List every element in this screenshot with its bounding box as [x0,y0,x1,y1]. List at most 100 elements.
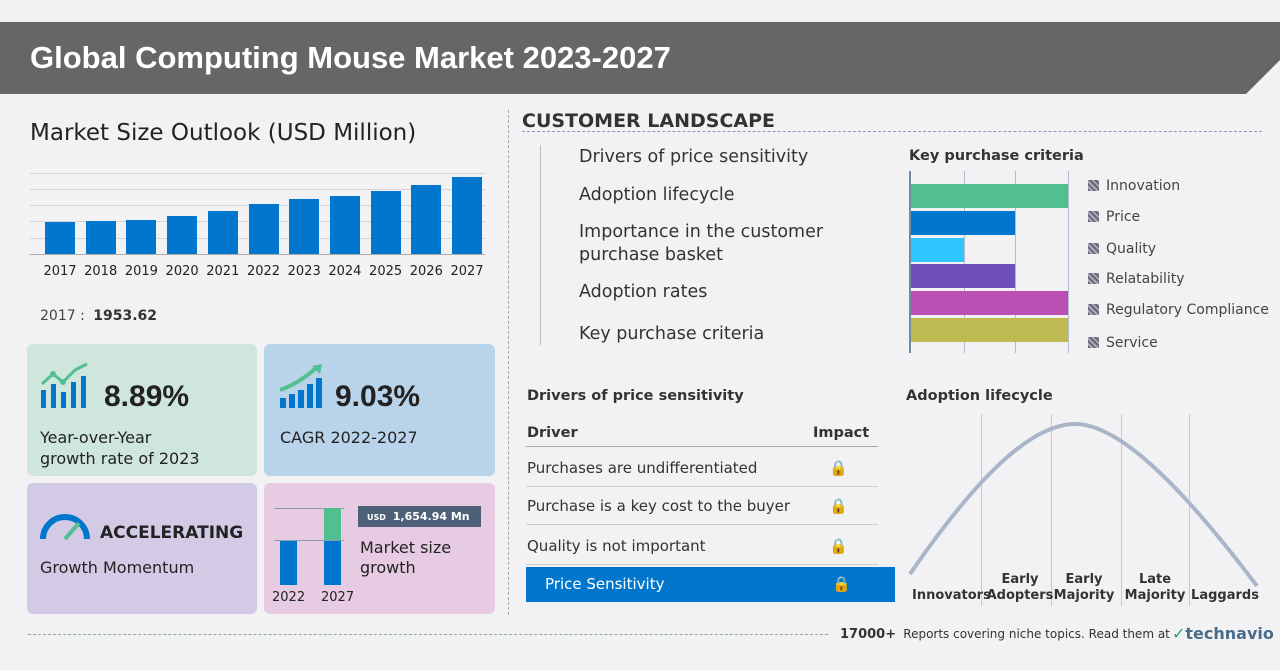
footer-rule [28,634,828,635]
col-impact: Impact [813,425,870,441]
x-tick-label: 2024 [328,264,362,279]
stage-innovators: Innovators [912,588,991,603]
lock-icon: 🔒 [829,497,848,515]
x-tick-label: 2017 [43,264,77,279]
kpc-bar-service [911,318,1068,342]
price-sensitivity-highlight: Price Sensitivity 🔒 [526,567,895,602]
topic-adoption-rates: Adoption rates [579,282,708,302]
bar-2020 [167,215,198,254]
logo-mark-icon: ✓ [1172,624,1186,643]
currency: USD [367,513,386,522]
stage-divider [1121,414,1122,606]
kpc-legend-label: Regulatory Compliance [1106,302,1269,319]
kpc-heading: Key purchase criteria [909,148,1084,164]
growth-chart-icon [40,362,88,408]
driver-text: Purchases are undifferentiated [527,459,758,477]
hatch-swatch-icon [1088,210,1099,222]
driver-text: Purchase is a key cost to the buyer [527,497,791,515]
momentum-value: ACCELERATING [100,523,244,543]
gridline [30,189,485,190]
cagr-chart-icon [279,364,322,408]
kpc-legend-item: Relatability [1088,271,1185,287]
kpc-bar-relatability [911,264,1015,289]
x-tick-label: 2026 [409,264,443,279]
drivers-header-row: Driver Impact [526,425,878,447]
drivers-heading: Drivers of price sensitivity [527,388,744,404]
page-title: Global Computing Mouse Market 2023-2027 [30,40,671,75]
bar-2025 [370,190,401,254]
topic-drivers: Drivers of price sensitivity [579,147,809,167]
growth-line-mid [274,540,344,541]
x-tick-label: 2023 [287,264,321,279]
yoy-label-1: Year-over-Year [40,428,152,447]
lock-icon: 🔒 [832,575,851,593]
market-size-heading: Market Size Outlook (USD Million) [30,120,417,146]
customer-heading: CUSTOMER LANDSCAPE [522,110,776,132]
hatch-swatch-icon [1088,273,1099,285]
yoy-label-2: growth rate of 2023 [40,449,200,468]
cagr-label: CAGR 2022-2027 [280,428,418,447]
growth-line-top [274,508,344,509]
kpc-gridline [1015,171,1016,353]
kpc-gridline [964,171,965,353]
bar-2017 [45,222,75,254]
vertical-divider [508,110,509,615]
growth-label-1: Market size [360,538,452,557]
stage-divider [1189,414,1190,606]
report-count: 17000+ [840,627,897,642]
x-tick-label: 2027 [450,264,484,279]
kpc-bar-price [911,210,1015,235]
cagr-card: 9.03% CAGR 2022-2027 [264,344,495,476]
bar-2021 [207,210,238,254]
hatch-swatch-icon [1088,180,1099,191]
kpc-legend-label: Relatability [1106,271,1185,288]
kpc-legend-item: Service [1088,335,1158,351]
growth-value: 1,654.94 Mn [392,510,470,523]
bar-2019 [126,219,157,254]
kpc-legend-label: Service [1106,335,1158,351]
kpc-legend-item: Price [1088,209,1140,225]
base-year-label: 2017 : [40,308,85,324]
x-tick-label: 2022 [246,264,281,279]
momentum-card: ACCELERATING Growth Momentum [27,483,257,614]
customer-heading-rule [522,131,1262,132]
stage-divider [1051,414,1052,606]
corner-notch [1246,60,1280,94]
kpc-legend-item: Innovation [1088,178,1180,194]
topic-importance: Importance in the customer [579,222,824,242]
footer-caption: Reports covering niche topics. Read them… [903,627,1170,641]
topic-timeline [540,145,541,345]
hatch-swatch-icon [1088,337,1099,348]
adoption-curve [908,421,1259,588]
driver-text: Quality is not important [527,537,706,555]
stage-early-majority: Early Majority [1053,572,1115,603]
stage-late-majority: Late Majority [1124,572,1186,603]
bar-2024 [329,195,360,254]
stage-divider [981,414,982,606]
kpc-legend-item: Quality [1088,241,1156,257]
x-tick-label: 2025 [369,264,403,279]
header-banner: Global Computing Mouse Market 2023-2027 [0,22,1280,94]
x-tick-label: 2019 [124,264,158,279]
topic-importance-2: purchase basket [579,245,723,265]
kpc-bar-innovation [911,184,1068,208]
lock-icon: 🔒 [829,537,848,555]
bar-2026 [411,184,442,254]
stage-laggards: Laggards [1191,588,1259,603]
kpc-gridline [909,171,911,353]
speedometer-icon [40,514,90,541]
table-row: Purchases are undifferentiated 🔒 [526,449,878,487]
col-driver: Driver [527,425,578,441]
year-2027: 2027 [321,590,355,605]
table-row: Quality is not important 🔒 [526,527,878,565]
kpc-gridline [1068,171,1069,353]
kpc-bar-quality [911,237,964,262]
table-row: Purchase is a key cost to the buyer 🔒 [526,487,878,525]
gridline [30,254,485,255]
base-year-value: 1953.62 [93,308,158,324]
topic-kpc: Key purchase criteria [579,324,765,344]
kpc-legend-label: Price [1106,208,1141,225]
kpc-legend-item: Regulatory Compliance [1088,302,1269,318]
growth-card: 2022 2027 USD 1,654.94 Mn Market size gr… [264,483,495,614]
technavio-logo[interactable]: ✓technavio [1172,624,1274,643]
